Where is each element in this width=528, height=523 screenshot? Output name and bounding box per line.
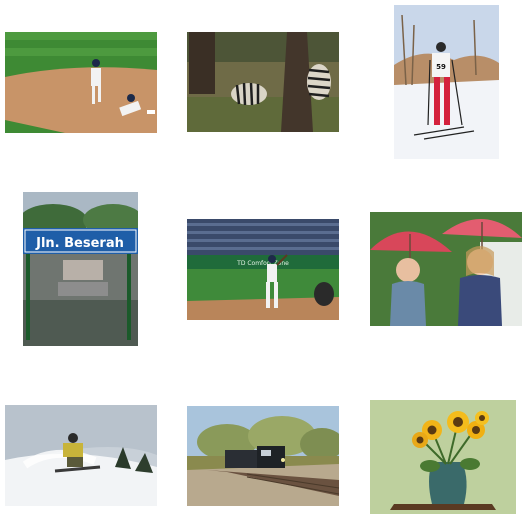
photo-snowboarder	[5, 405, 157, 506]
photo-train-tracks	[187, 406, 339, 506]
stadium-banner-text: TD Comfort Zone	[236, 260, 289, 267]
photo-sunflowers-vase	[370, 400, 516, 514]
skier-bib-number: 59	[436, 63, 446, 71]
photo-batter-stadium: TD Comfort Zone	[187, 219, 339, 320]
photo-baseball-infield	[5, 32, 157, 133]
photo-station-sign: Jln. Beserah	[23, 192, 138, 346]
photo-skier-on-trail: 59	[394, 5, 499, 159]
photo-zebras	[187, 32, 339, 132]
station-sign-text: Jln. Beserah	[35, 236, 124, 251]
photo-girls-umbrellas	[370, 212, 522, 326]
